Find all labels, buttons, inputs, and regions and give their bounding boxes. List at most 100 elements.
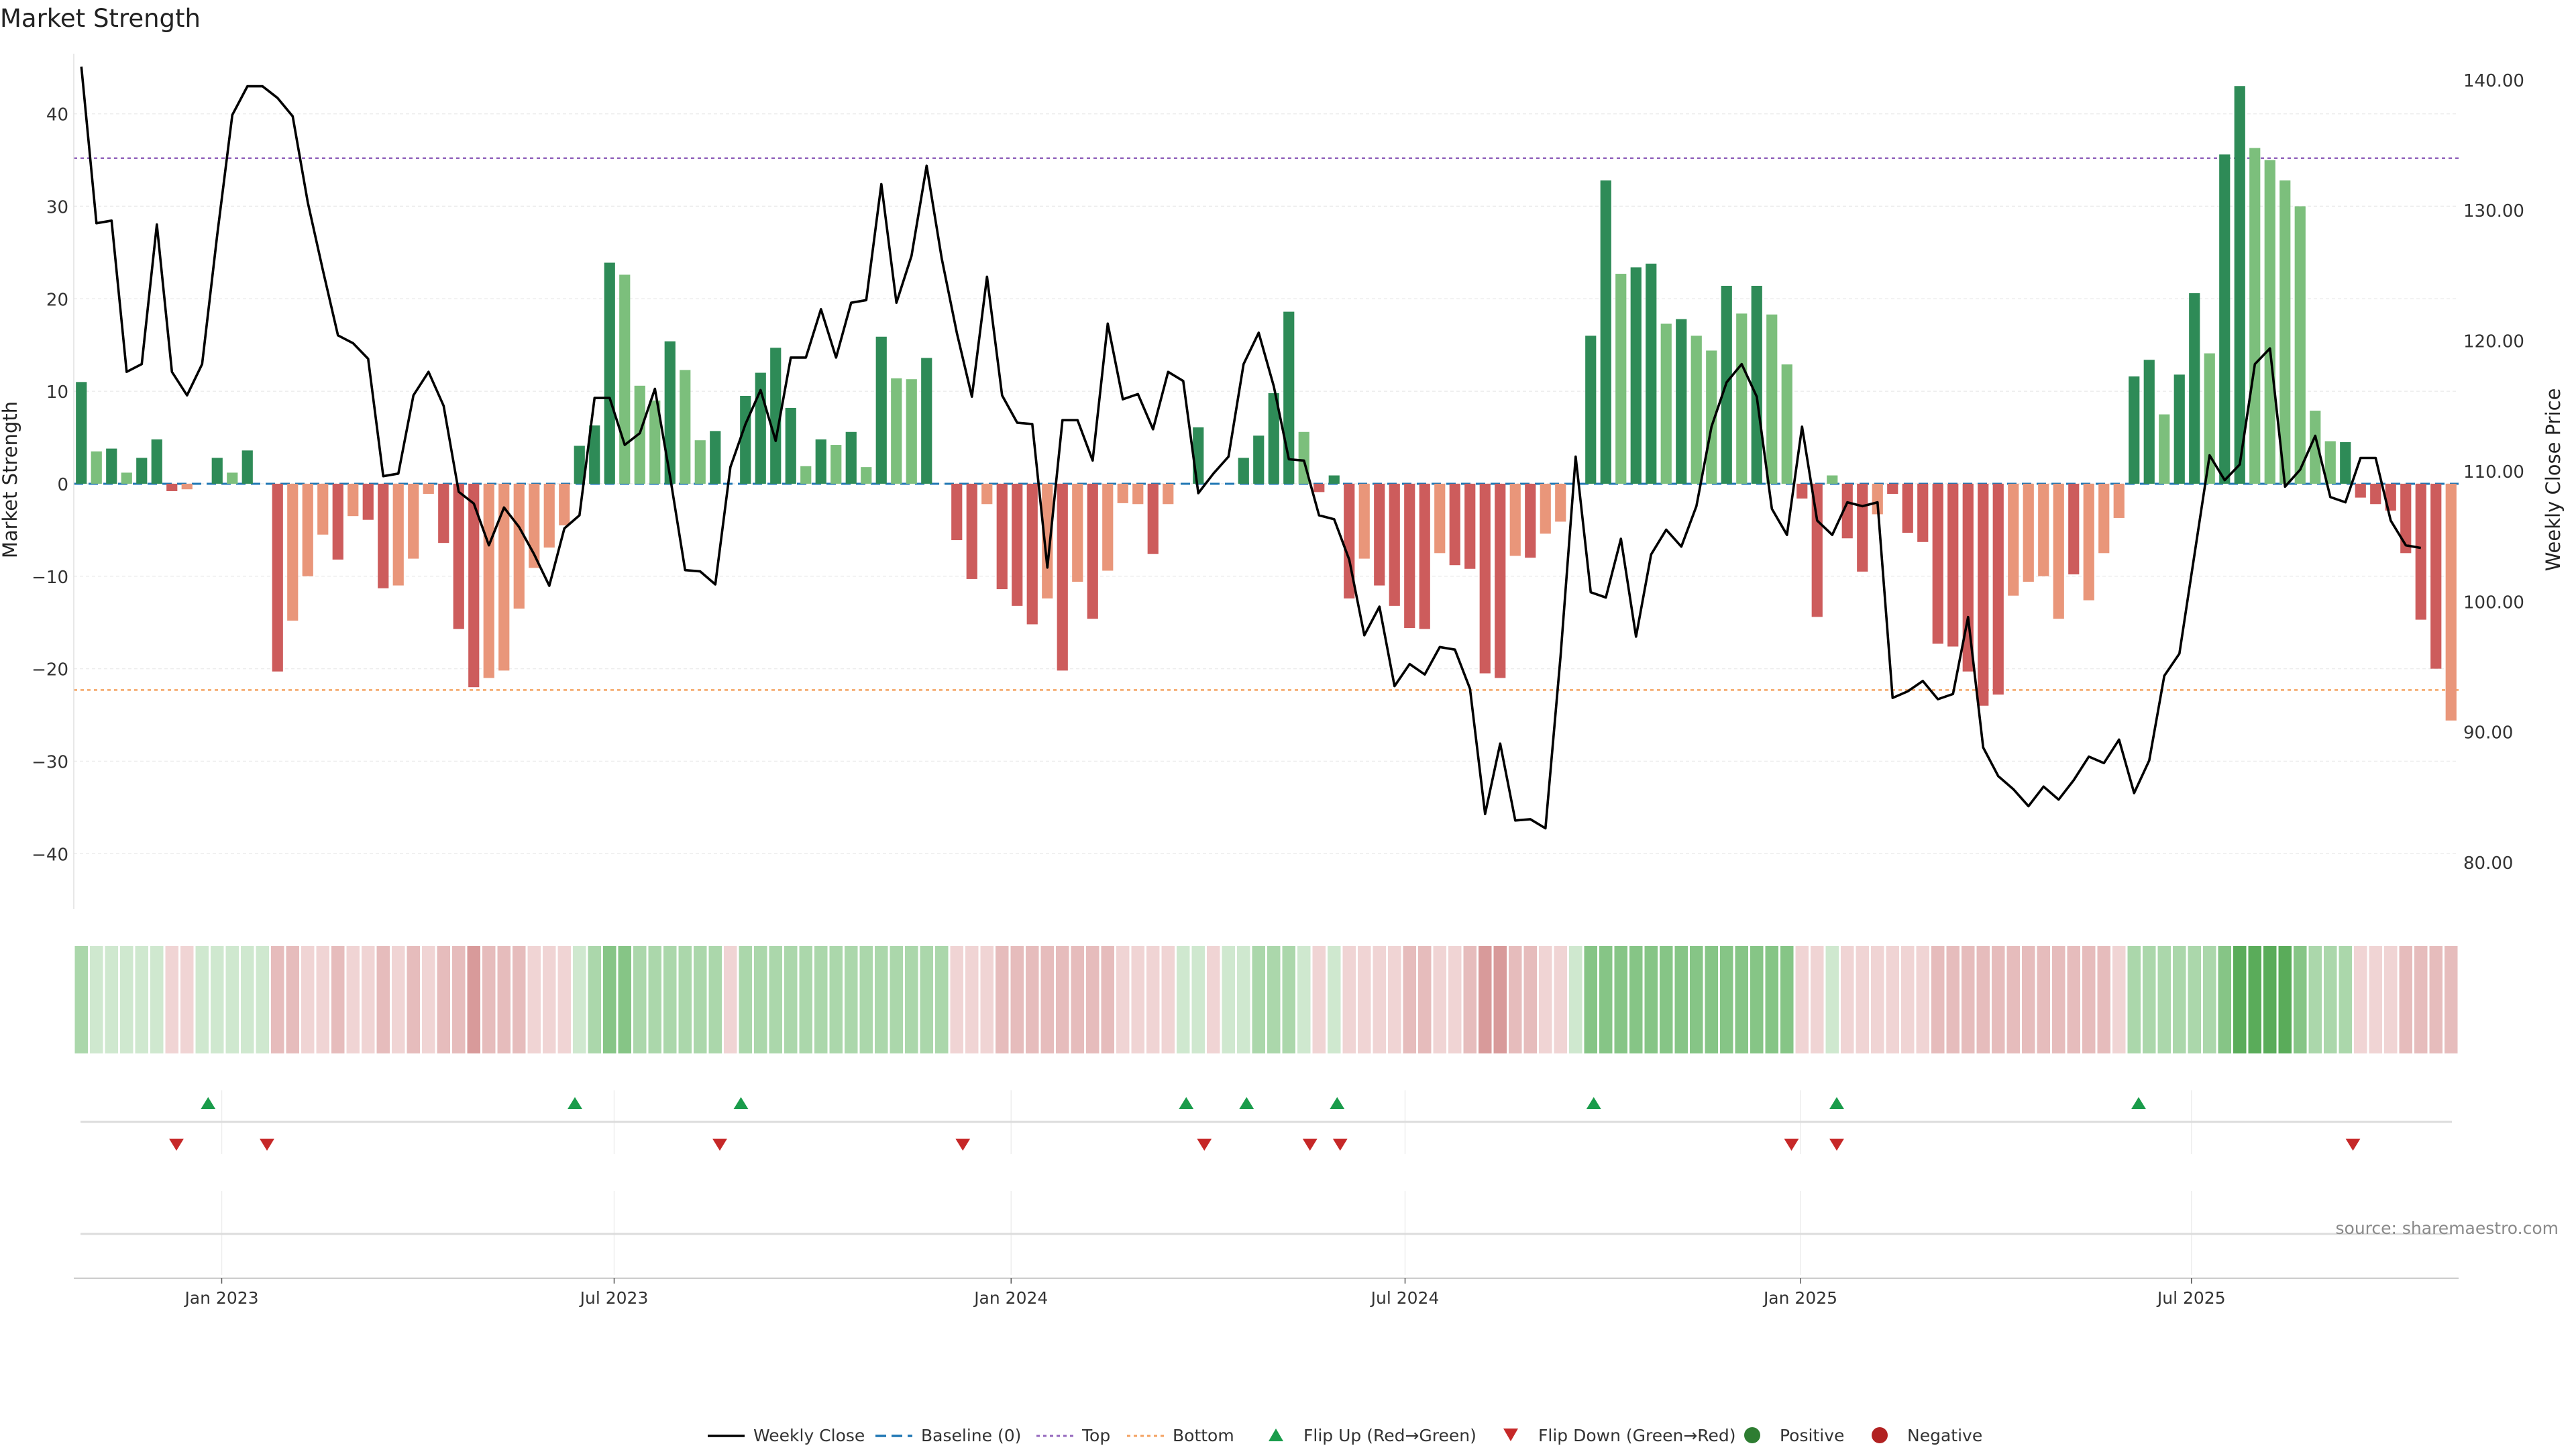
heat-cell (225, 946, 239, 1053)
heat-cell (437, 946, 450, 1053)
y-tick-label: 0 (57, 475, 68, 495)
flip-up-marker (1586, 1097, 1601, 1109)
strength-bar (362, 483, 374, 520)
strength-bar (2113, 483, 2125, 518)
strength-bar (1464, 483, 1476, 569)
strength-bar (2249, 148, 2261, 484)
strength-bar (2098, 483, 2110, 554)
heat-strip (74, 946, 2458, 1053)
strength-bar (227, 472, 238, 484)
heat-cell (1177, 946, 1190, 1053)
strength-bar (2310, 411, 2321, 484)
heat-cell (1614, 946, 1627, 1053)
strength-bar (1313, 483, 1325, 492)
dots-panel (80, 1191, 2452, 1275)
heat-cell (1886, 946, 1899, 1053)
strength-bar (2234, 86, 2245, 484)
heat-cell (2067, 946, 2080, 1053)
heat-cell (2324, 946, 2337, 1053)
strength-bar (906, 379, 917, 484)
heat-cell (1554, 946, 1567, 1053)
y2-tick-label: 80.00 (2463, 853, 2513, 874)
heat-cell (1795, 946, 1809, 1053)
strength-bar (2189, 293, 2200, 484)
strength-bar (1087, 483, 1098, 619)
heat-cell (513, 946, 526, 1053)
heat-cell (346, 946, 360, 1053)
strength-bar (1947, 483, 1959, 647)
heat-cell (1403, 946, 1416, 1053)
heat-cell (376, 946, 390, 1053)
legend-dot-icon (1744, 1427, 1760, 1443)
heat-cell (2248, 946, 2261, 1053)
strength-bar (1449, 483, 1460, 566)
y2-axis-label: Weekly Close Price (2542, 388, 2565, 572)
strength-bar (2129, 376, 2140, 484)
heat-cell (392, 946, 405, 1053)
strength-bar (1102, 483, 1114, 571)
strength-bar (2053, 483, 2064, 619)
flip-markers-panel (80, 1090, 2452, 1154)
heat-cell (663, 946, 677, 1053)
strength-bar (317, 483, 329, 535)
strength-bar (2159, 414, 2170, 484)
legend-item: Negative (1872, 1426, 1982, 1445)
y-tick-label: 20 (46, 290, 68, 310)
strength-bar (649, 400, 661, 484)
heat-cell (1962, 946, 1975, 1053)
heat-cell (603, 946, 616, 1053)
strength-bar (2415, 483, 2426, 620)
heat-cell (769, 946, 782, 1053)
strength-bar (845, 431, 857, 484)
heat-cell (694, 946, 707, 1053)
strength-bar (1163, 483, 1174, 505)
y2-tick-label: 100.00 (2463, 592, 2524, 613)
flip-up-marker (1179, 1097, 1194, 1109)
legend: Weekly Close Baseline (0) Top Bottom Flip Up… (708, 1426, 1982, 1445)
legend-label: Flip Up (Red→Green) (1303, 1426, 1477, 1445)
flip-down-marker (169, 1139, 184, 1151)
strength-bar (694, 440, 706, 484)
strength-bar (2204, 353, 2215, 484)
heat-cell (1267, 946, 1281, 1053)
heat-cell (256, 946, 269, 1053)
heat-cell (1841, 946, 1854, 1053)
strength-bar (1706, 350, 1717, 484)
heat-cell (1086, 946, 1099, 1053)
heat-cell (180, 946, 194, 1053)
x-tick-label: Jan 2023 (183, 1288, 258, 1308)
legend-label: Negative (1907, 1426, 1982, 1445)
heat-cell (920, 946, 933, 1053)
strength-bar (1902, 483, 1913, 533)
heat-cell (1312, 946, 1326, 1053)
heat-cell (1131, 946, 1144, 1053)
flip-down-marker (955, 1139, 971, 1151)
strength-bar (2385, 483, 2396, 511)
strength-bar (1736, 313, 1748, 484)
heat-cell (1871, 946, 1884, 1053)
strength-bar (1962, 483, 1974, 672)
strength-bar (2430, 483, 2442, 669)
strength-bar (1419, 483, 1430, 629)
strength-bar (966, 483, 977, 579)
strength-bar (815, 439, 826, 484)
strength-bar (1857, 483, 1868, 572)
x-tick-label: Jan 2025 (1762, 1288, 1837, 1308)
strength-bar (392, 483, 404, 586)
strength-bar (875, 336, 887, 484)
heat-cell (2308, 946, 2322, 1053)
strength-bar (1268, 393, 1279, 484)
strength-bar (1796, 483, 1808, 499)
flip-down-marker (1829, 1139, 1844, 1151)
reference-lines (74, 157, 2459, 691)
heat-cell (2263, 946, 2277, 1053)
flip-up-marker (1330, 1097, 1345, 1109)
heat-cell (211, 946, 224, 1053)
heat-cell (150, 946, 164, 1053)
heat-cell (875, 946, 888, 1053)
heat-cell (2006, 946, 2020, 1053)
flip-down-marker (1197, 1139, 1212, 1151)
y2-tick-label: 140.00 (2463, 71, 2524, 91)
y-tick-label: 30 (46, 197, 68, 217)
